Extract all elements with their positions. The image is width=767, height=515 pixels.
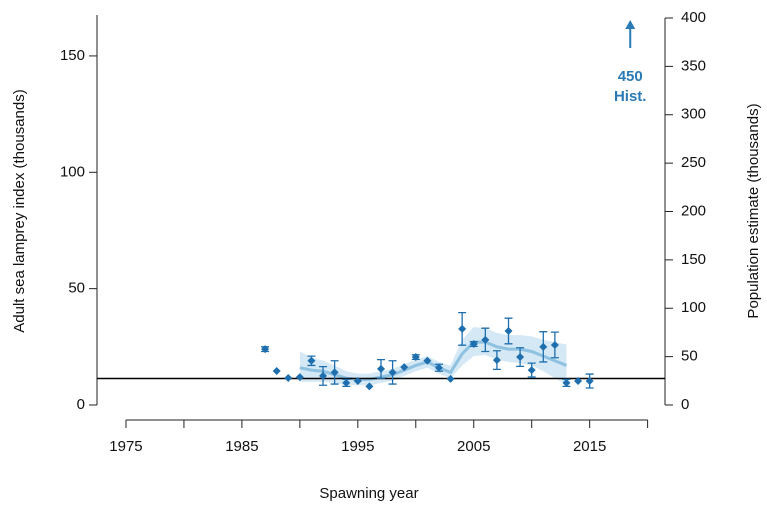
y-axis-label: Adult sea lamprey index (thousands)	[11, 89, 28, 332]
y2-tick-label: 150	[681, 251, 706, 268]
data-point	[423, 356, 432, 365]
data-point	[272, 367, 281, 376]
data-point	[469, 340, 478, 349]
data-point	[330, 368, 339, 377]
y2-axis-label: Population estimate (thousands)	[745, 103, 762, 318]
data-point	[562, 378, 571, 387]
data-point	[342, 378, 351, 387]
data-point	[481, 335, 490, 344]
y2-tick-label: 300	[681, 106, 706, 123]
x-tick-label: 1995	[341, 438, 374, 455]
data-point	[388, 368, 397, 377]
data-point	[365, 382, 374, 391]
data-point	[550, 340, 559, 349]
y-tick-label: 0	[77, 396, 85, 413]
annotation-arrowhead	[625, 20, 636, 29]
data-point	[434, 363, 443, 372]
data-point	[492, 356, 501, 365]
data-point	[458, 324, 467, 333]
data-point	[284, 374, 293, 383]
x-tick-label: 1975	[109, 438, 142, 455]
data-point	[446, 374, 455, 383]
y-tick-label: 150	[60, 47, 85, 64]
data-point	[261, 345, 270, 354]
annotation-text: 450	[618, 68, 643, 85]
smooth-line	[299, 340, 568, 381]
data-point	[516, 353, 525, 362]
annotation-text: Hist.	[614, 88, 647, 105]
y2-tick-label: 50	[681, 348, 698, 365]
y2-tick-label: 350	[681, 57, 706, 74]
x-tick-label: 2015	[573, 438, 606, 455]
confidence-band	[299, 327, 567, 386]
data-point	[574, 377, 583, 386]
data-point	[353, 377, 362, 386]
data-point	[319, 371, 328, 380]
data-point	[400, 363, 409, 372]
data-point	[585, 377, 594, 386]
data-point	[504, 326, 513, 335]
y-tick-label: 50	[68, 280, 85, 297]
data-point	[539, 342, 548, 351]
data-point	[411, 353, 420, 362]
y2-tick-label: 400	[681, 9, 706, 26]
y2-tick-label: 250	[681, 154, 706, 171]
y2-tick-label: 200	[681, 202, 706, 219]
data-point	[307, 356, 316, 365]
y2-tick-label: 0	[681, 396, 689, 413]
data-point	[295, 373, 304, 382]
y-tick-label: 100	[60, 163, 85, 180]
x-tick-label: 2005	[457, 438, 490, 455]
y2-tick-label: 100	[681, 299, 706, 316]
data-point	[377, 364, 385, 373]
x-tick-label: 1985	[225, 438, 258, 455]
x-axis-label: Spawning year	[319, 485, 418, 502]
data-point	[527, 366, 536, 375]
